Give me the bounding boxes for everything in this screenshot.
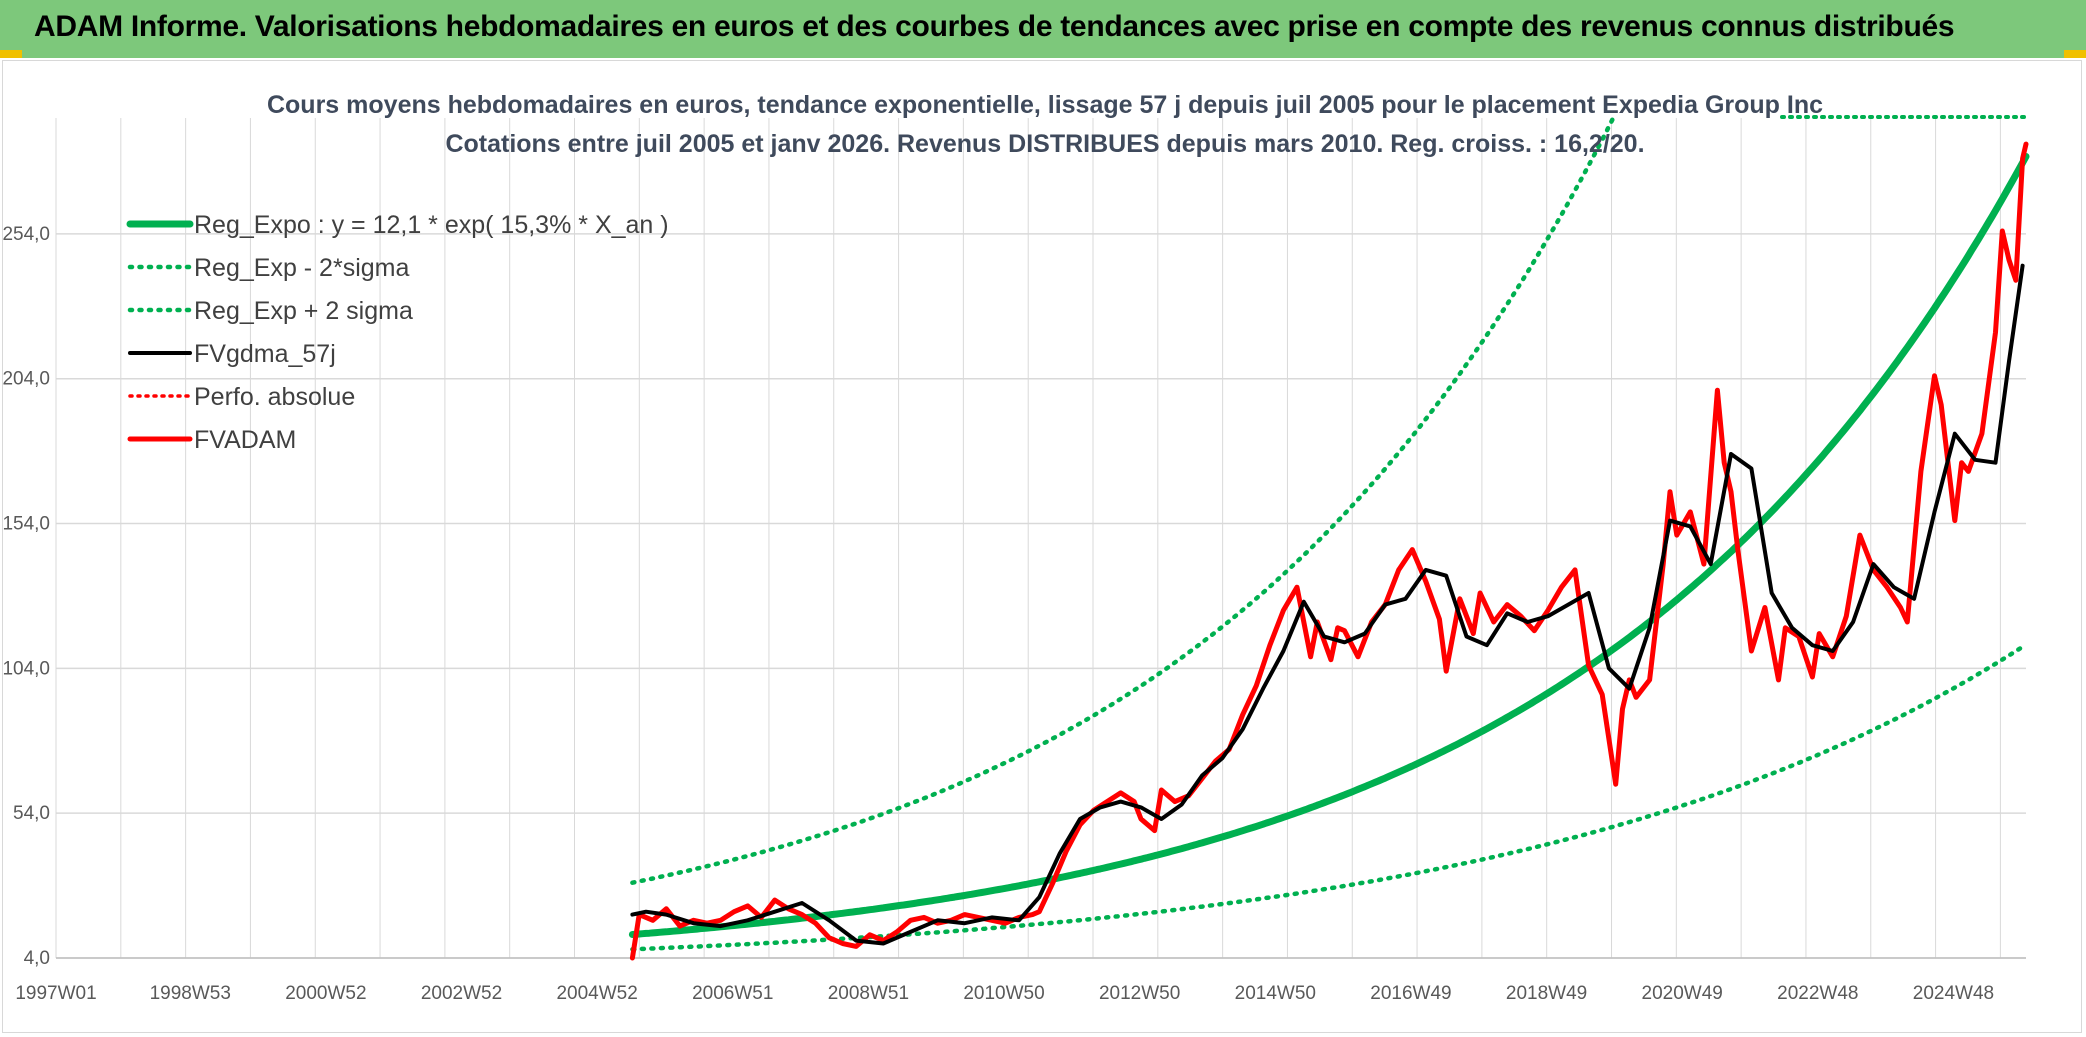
- x-tick-label: 2002W52: [421, 983, 502, 1004]
- y-tick-label: 154,0: [2, 514, 50, 535]
- legend-label: FVgdma_57j: [194, 340, 336, 368]
- legend-label: Reg_Exp + 2 sigma: [194, 297, 413, 325]
- y-tick-label: 4,0: [24, 948, 50, 969]
- x-tick-label: 2000W52: [285, 983, 366, 1004]
- x-tick-label: 2020W49: [1642, 983, 1723, 1004]
- header-accent-left: [0, 50, 22, 58]
- chart-subtitle: Cotations entre juil 2005 et janv 2026. …: [445, 130, 1644, 158]
- series-dotted-green-line: [630, 117, 1615, 885]
- x-tick-label: 2010W50: [963, 983, 1044, 1004]
- series-layer: [628, 117, 2030, 961]
- chart-frame: [2, 60, 2082, 1033]
- x-tick-label: 2014W50: [1235, 983, 1316, 1004]
- legend-label: Reg_Expo : y = 12,1 * exp( 15,3% * X_an …: [194, 211, 669, 239]
- y-tick-label: 104,0: [2, 658, 50, 679]
- report-title: ADAM Informe. Valorisations hebdomadaire…: [34, 10, 1955, 43]
- legend-label: FVADAM: [194, 426, 296, 454]
- x-tick-label: 2004W52: [556, 983, 637, 1004]
- header-accent-right: [2064, 50, 2086, 58]
- series-solid-red-thick-line: [629, 141, 2029, 961]
- series-dotted-green-line: [630, 642, 2029, 952]
- x-tick-label: 2022W48: [1777, 983, 1858, 1004]
- y-tick-label: 254,0: [2, 224, 50, 245]
- legend-label: Reg_Exp - 2*sigma: [194, 254, 409, 282]
- x-tick-label: 2024W48: [1913, 983, 1994, 1004]
- x-tick-label: 1997W01: [15, 983, 96, 1004]
- chart-title: Cours moyens hebdomadaires en euros, ten…: [267, 91, 1823, 119]
- x-tick-label: 2012W50: [1099, 983, 1180, 1004]
- series-solid-black-line: [630, 263, 2025, 946]
- series-solid-green-thick-line: [628, 153, 2030, 938]
- x-tick-label: 2006W51: [692, 983, 773, 1004]
- chart-grid: [55, 118, 2026, 959]
- y-tick-label: 204,0: [2, 369, 50, 390]
- x-axis-ticks: 1997W01 1998W53 2000W52 2002W52 2004W52 2006W…: [15, 983, 1994, 1004]
- x-tick-label: 2016W49: [1370, 983, 1451, 1004]
- x-tick-label: 1998W53: [150, 983, 231, 1004]
- y-axis-ticks: 4,0 54,0 104,0 154,0 204,0 254,0: [2, 224, 50, 969]
- x-tick-label: 2008W51: [828, 983, 909, 1004]
- x-tick-label: 2018W49: [1506, 983, 1587, 1004]
- chart-legend: Reg_Expo : y = 12,1 * exp( 15,3% * X_an …: [126, 211, 669, 454]
- legend-label: Perfo. absolue: [194, 383, 355, 411]
- y-tick-label: 54,0: [13, 803, 50, 824]
- report-header-banner: ADAM Informe. Valorisations hebdomadaire…: [0, 0, 2086, 58]
